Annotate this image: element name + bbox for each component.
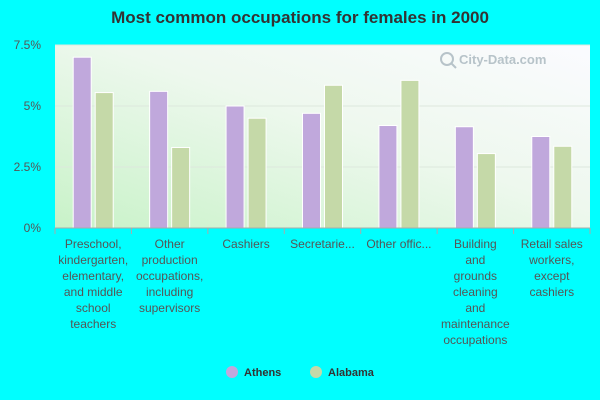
chart-title: Most common occupations for females in 2… <box>111 8 489 27</box>
x-category-label: Cashiers <box>222 237 269 251</box>
legend-item-alabama[interactable]: Alabama <box>310 366 375 379</box>
bar-athens[interactable] <box>225 105 245 229</box>
x-category-label: Other offic... <box>366 237 431 251</box>
bar-alabama[interactable] <box>553 145 573 229</box>
x-category-label: Other production occupations, including supe… <box>136 237 203 315</box>
y-tick-label: 2.5% <box>14 160 42 174</box>
bar-athens[interactable] <box>378 125 398 229</box>
legend-item-athens[interactable]: Athens <box>226 366 281 379</box>
legend-swatch <box>310 366 322 378</box>
legend-swatch <box>226 366 238 378</box>
y-tick-label: 0% <box>24 221 42 235</box>
y-tick-label: 7.5% <box>14 38 42 52</box>
bar-athens[interactable] <box>454 126 474 229</box>
bar-athens[interactable] <box>72 56 92 229</box>
x-category-label: Retail sales workers, except cashiers <box>521 237 583 299</box>
bar-alabama[interactable] <box>324 84 343 229</box>
plot-area <box>55 45 590 228</box>
legend-label: Athens <box>244 367 281 379</box>
bar-alabama[interactable] <box>247 117 267 229</box>
bar-alabama[interactable] <box>171 146 191 229</box>
x-category-label: Building and grounds cleaning and maintenance… <box>441 237 510 347</box>
bar-athens[interactable] <box>302 112 321 229</box>
bar-athens[interactable] <box>149 90 169 229</box>
magnifier-icon <box>440 52 454 66</box>
bar-athens[interactable] <box>531 136 551 229</box>
legend-label: Alabama <box>328 367 375 379</box>
bar-alabama[interactable] <box>94 92 114 229</box>
watermark-text: City-Data.com <box>459 52 546 67</box>
bar-alabama[interactable] <box>476 153 496 229</box>
watermark: City-Data.com <box>440 52 546 69</box>
y-tick-label: 5% <box>24 99 42 113</box>
bar-alabama[interactable] <box>400 79 420 229</box>
x-category-label: Secretarie... <box>290 237 355 251</box>
x-category-label: Preschool, kindergarten, elementary, and mi… <box>58 237 128 331</box>
